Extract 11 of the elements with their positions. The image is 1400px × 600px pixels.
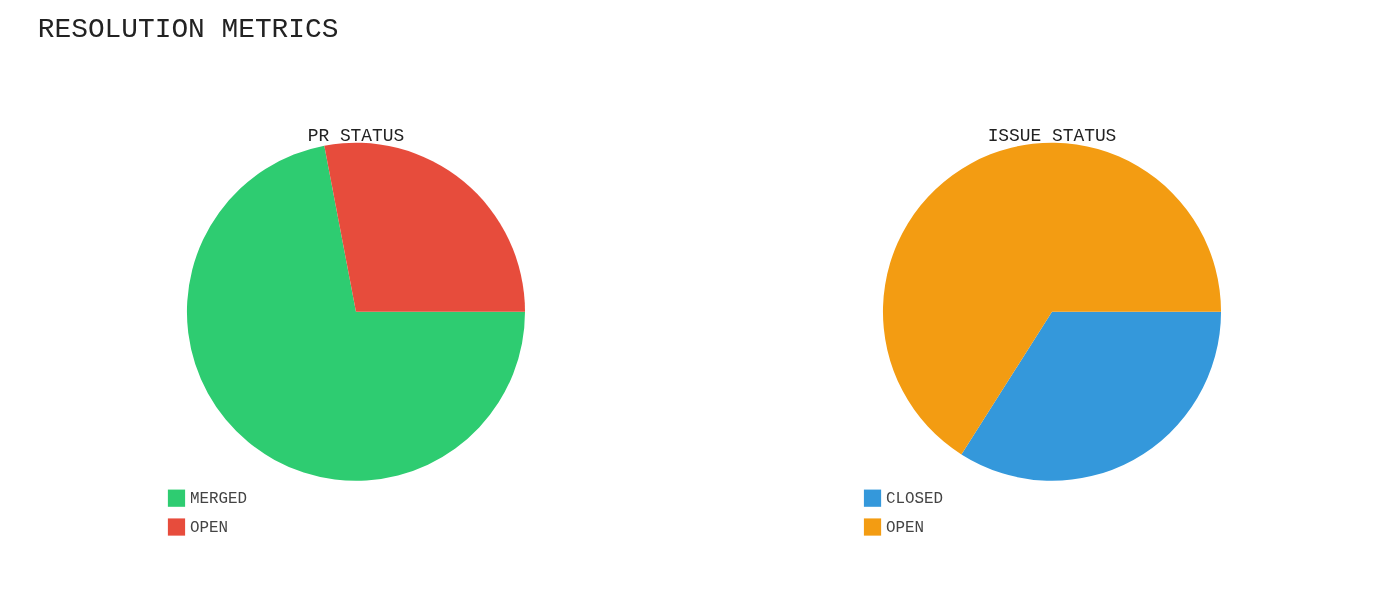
chart-title: ISSUE STATUS (987, 125, 1117, 146)
text: RESOLUTION METRICS (37, 14, 339, 46)
legend-label: OPEN (189, 519, 229, 537)
legend-label: MERGED (189, 490, 248, 509)
chart-title: PR STATUS (307, 125, 405, 146)
legend-label: OPEN (885, 519, 925, 537)
pie-slice (883, 142, 1222, 455)
pie-slice (961, 311, 1222, 481)
pie-slice (324, 143, 525, 312)
pie-slice (187, 145, 525, 481)
legend-label: CLOSED (885, 490, 944, 509)
